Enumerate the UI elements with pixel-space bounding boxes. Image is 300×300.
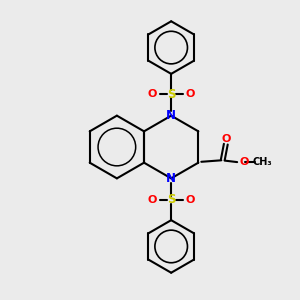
Text: N: N [166,172,176,185]
Text: CH₃: CH₃ [252,157,272,167]
Text: O: O [186,195,195,205]
Text: O: O [222,134,231,144]
Text: N: N [166,109,176,122]
Text: O: O [239,157,248,167]
Text: O: O [147,89,157,99]
Text: O: O [147,195,157,205]
Text: S: S [167,88,176,101]
Text: S: S [167,194,176,206]
Text: O: O [186,89,195,99]
